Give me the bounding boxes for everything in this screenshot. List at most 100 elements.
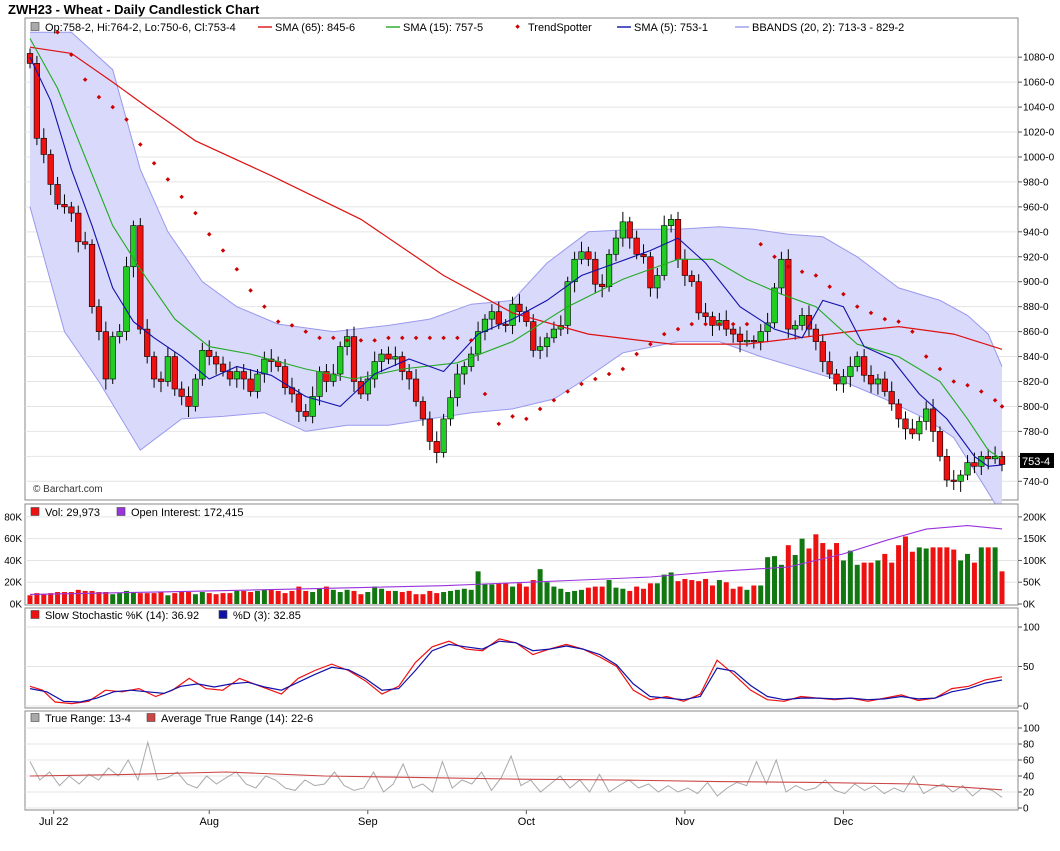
trendspotter-marker [979, 389, 984, 394]
trendspotter-marker [551, 397, 557, 403]
volume-bar [406, 590, 412, 604]
true-range-tick-label: 60 [1023, 756, 1035, 767]
candle-body [137, 225, 144, 330]
volume-bar [186, 592, 192, 604]
trendspotter-marker [717, 321, 722, 327]
candle-body [399, 356, 406, 372]
candle-body [861, 356, 868, 376]
trendspotter-marker [303, 329, 309, 334]
volume-bar [48, 593, 54, 604]
volume-bar [634, 586, 640, 604]
candle-body [950, 479, 957, 482]
candle-body [936, 431, 944, 457]
volume-bar [537, 569, 543, 604]
candle-body [626, 221, 633, 239]
volume-bar [96, 592, 102, 604]
true-range-tick-label: 80 [1023, 740, 1035, 751]
trendspotter-marker [372, 338, 377, 343]
stochastic-axis: 0 50 100 [1018, 623, 1040, 713]
trendspotter-marker [648, 341, 653, 347]
trendspotter-marker [524, 416, 529, 422]
volume-bars [27, 534, 1005, 604]
last-price-label: 753-4 [1022, 456, 1050, 468]
volume-bar [448, 590, 454, 604]
volume-bar [999, 571, 1005, 604]
candle-body [178, 388, 185, 397]
open-interest-line [29, 525, 1003, 595]
candle-body [123, 266, 130, 332]
volume-bar [578, 589, 584, 604]
volume-bar [392, 590, 398, 604]
candle-body [254, 373, 261, 392]
candle-body [330, 373, 337, 382]
candle-body [144, 328, 151, 357]
volume-bar [110, 594, 116, 604]
candle-body [757, 331, 764, 342]
volume-bar [951, 549, 957, 604]
volume-bar [834, 543, 840, 604]
volume-bar [572, 590, 578, 604]
volume-legend: Vol: 29,973 Open Interest: 172,415 [30, 507, 244, 519]
volume-bar [716, 580, 722, 604]
candle-body [647, 256, 654, 289]
trendspotter-marker [55, 29, 60, 35]
trendspotter-marker [386, 335, 391, 341]
candle-body [337, 346, 344, 375]
legend-label: SMA (15): 757-5 [403, 22, 483, 34]
volume-bar [385, 590, 391, 604]
legend-swatch-box [146, 713, 156, 722]
candle-body [764, 322, 771, 332]
trendspotter-marker [730, 321, 736, 327]
volume-bar [282, 593, 288, 604]
true-range-line [29, 740, 1003, 798]
price-tick-label: 900-0 [1023, 277, 1049, 288]
price-axis: 740-0760-0780-0800-0820-0840-0860-0880-0… [1018, 53, 1055, 488]
trendspotter-marker [262, 304, 267, 309]
candle-body [902, 418, 909, 430]
candle-body [323, 371, 330, 382]
stochastic-panel: 0 50 100 Slow Stochastic %K (14): 36.92 %D … [24, 607, 1040, 713]
candle-body [40, 137, 47, 155]
candle-body [619, 221, 626, 239]
volume-bar [978, 547, 984, 604]
volume-bar [510, 586, 516, 604]
volume-right-tick-label: 200K [1023, 512, 1047, 523]
candles [26, 48, 1006, 492]
trendspotter-marker [455, 335, 460, 341]
bbands-lower-line [29, 206, 1003, 516]
trendspotter-marker [510, 414, 515, 419]
chart-title: ZWH23 - Wheat - Daily Candlestick Chart [8, 2, 260, 17]
trendspotter-marker [999, 404, 1005, 409]
volume-bar [75, 589, 81, 604]
trendspotter-marker [634, 351, 639, 357]
trendspotter-marker [331, 335, 336, 341]
volume-axis: 0K 20K 40K 60K 80K 0K 50K 100K 150K 200K [4, 512, 1046, 610]
candle-body [867, 374, 875, 385]
trendspotter-marker [275, 319, 281, 324]
volume-bar [992, 547, 998, 604]
volume-bar [317, 588, 323, 604]
volume-right-tick-label: 150K [1023, 534, 1047, 545]
trendspotter-marker [827, 284, 832, 289]
price-tick-label: 920-0 [1023, 252, 1049, 263]
volume-bar [41, 594, 47, 604]
candle-body [240, 371, 247, 380]
volume-bar [751, 585, 757, 604]
volume-bar [641, 588, 647, 604]
stochastic-tick-label: 100 [1023, 623, 1040, 634]
candle-body [419, 401, 427, 420]
candle-body [668, 219, 675, 226]
volume-bar [241, 590, 247, 604]
price-tick-label: 780-0 [1023, 427, 1049, 438]
volume-left-tick-label: 80K [4, 512, 22, 523]
volume-bar [765, 557, 771, 604]
trendspotter-marker [82, 77, 88, 82]
volume-bar [379, 588, 385, 604]
volume-bar [220, 593, 226, 604]
x-tick-label: Nov [675, 816, 695, 828]
candle-body [992, 456, 999, 460]
candle-body [371, 361, 378, 380]
true-range-grid [25, 727, 1018, 809]
candle-body [364, 378, 371, 395]
price-tick-label: 740-0 [1023, 477, 1049, 488]
